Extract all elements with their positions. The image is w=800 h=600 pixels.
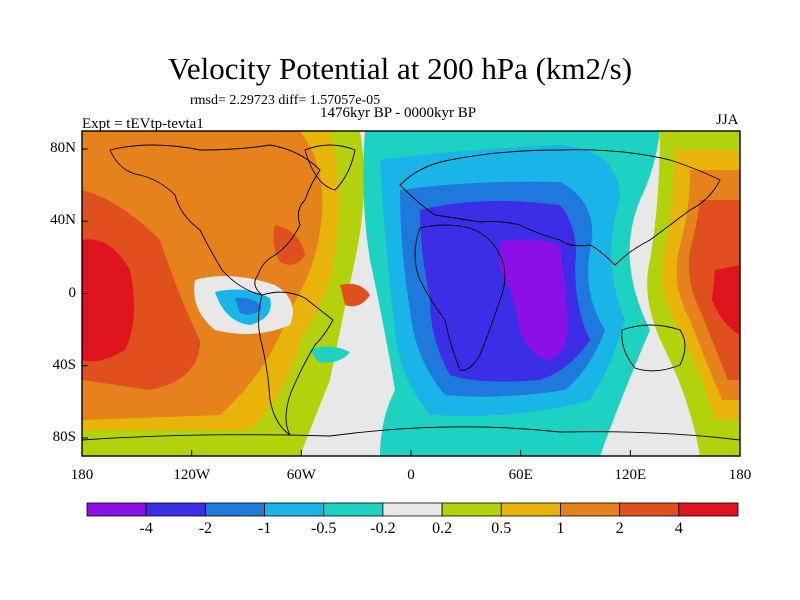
colorbar-swatch xyxy=(619,502,680,517)
season-label: JJA xyxy=(716,112,739,128)
x-tick-label: 120E xyxy=(614,467,647,483)
contour-west-4 xyxy=(82,239,134,362)
colorbar-label: 1 xyxy=(556,520,565,537)
coastline-australia xyxy=(621,324,686,372)
colorbar-label: 4 xyxy=(674,520,683,537)
coastline-africa xyxy=(414,224,506,371)
colorbar-swatch xyxy=(382,502,443,517)
contour-atl-minus-1 xyxy=(235,297,262,315)
contour-sa-minus-0p2 xyxy=(310,346,350,363)
colorbar-label: 0.5 xyxy=(491,520,512,537)
x-tick-label: 60E xyxy=(508,467,533,483)
colorbar-swatch xyxy=(441,502,502,517)
y-tick-label: 40N xyxy=(50,212,76,229)
x-tick-label: 120W xyxy=(173,467,210,483)
y-tick-label: 80N xyxy=(50,140,76,157)
colorbar-label: -1 xyxy=(257,520,272,537)
colorbar-swatch xyxy=(560,502,621,517)
coastline-south-america xyxy=(258,291,334,436)
colorbar-swatch xyxy=(86,502,147,517)
coastlines xyxy=(82,144,740,441)
x-tick-label: 60W xyxy=(286,467,316,483)
colorbar-label: 0.2 xyxy=(432,520,453,537)
y-tick-label: 80S xyxy=(52,428,76,445)
colorbar-label: 2 xyxy=(615,520,624,537)
rmsd-diff-stats: rmsd= 2.29723 diff= 1.57057e-05 xyxy=(190,93,381,108)
colorbar-swatch xyxy=(145,502,206,517)
colorbar-label: -0.5 xyxy=(311,520,337,537)
colorbar-label: -2 xyxy=(198,520,213,537)
colorbar-swatch xyxy=(678,502,739,517)
x-tick-label: 180 xyxy=(728,467,752,483)
y-tick-label: 0 xyxy=(68,284,77,301)
colorbar-swatch xyxy=(323,502,384,517)
coastline-europe-asia xyxy=(399,149,721,266)
colorbar-swatch xyxy=(204,502,265,517)
coastline-antarctica xyxy=(82,426,740,441)
contour-atlantic-2 xyxy=(340,283,370,307)
contour-pacific-4 xyxy=(712,265,740,335)
colorbar-label: -0.2 xyxy=(370,520,396,537)
colorbar-swatch xyxy=(264,502,325,517)
map-title: Velocity Potential at 200 hPa (km2/s) xyxy=(167,51,633,86)
coastline-greenland xyxy=(304,144,356,191)
tick-marks xyxy=(81,148,741,456)
x-tick-label: 0 xyxy=(407,467,415,483)
colorbar xyxy=(86,502,739,517)
y-tick-label: 40S xyxy=(52,356,76,373)
experiment-label: Expt = tEVtp-tevta1 xyxy=(82,116,204,132)
colorbar-label: -4 xyxy=(139,520,153,537)
period-label: 1476kyr BP - 0000kyr BP xyxy=(320,105,477,121)
contour-east-minus-4 xyxy=(500,239,569,360)
colorbar-swatch xyxy=(500,502,561,517)
contour-gulf-2 xyxy=(273,225,305,265)
x-tick-label: 180 xyxy=(70,467,94,483)
coastline-north-america xyxy=(109,144,321,296)
